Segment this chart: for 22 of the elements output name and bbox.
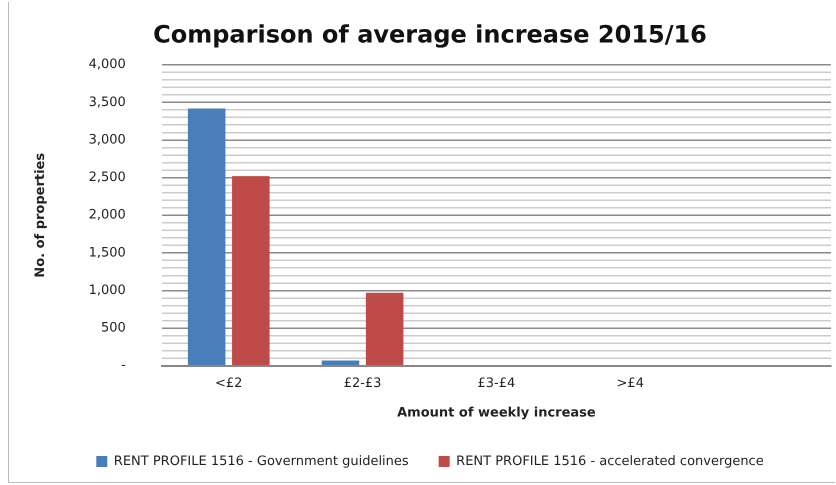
y-tick-label: 500 [100, 320, 126, 336]
y-tick-label: 1,000 [88, 282, 126, 298]
y-tick-label: - [121, 358, 126, 374]
bar [366, 292, 404, 366]
y-tick-label: 3,000 [88, 132, 126, 148]
bar [232, 176, 270, 366]
bar [188, 108, 226, 366]
y-tick-label: 2,500 [88, 170, 126, 186]
y-tick-label: 4,000 [88, 57, 126, 72]
y-tick-label: 3,500 [88, 94, 126, 110]
legend-label: RENT PROFILE 1516 - Government guidelines [114, 454, 409, 469]
x-tick-label: >£4 [616, 376, 644, 391]
x-tick-label: <£2 [215, 376, 242, 391]
legend-label: RENT PROFILE 1516 - accelerated convergence [456, 454, 764, 469]
y-tick-label: 2,000 [88, 208, 126, 223]
x-axis-title: Amount of weekly increase [397, 406, 596, 421]
x-tick-label: £3-£4 [478, 376, 516, 391]
x-tick-label: £2-£3 [344, 376, 382, 391]
bar [322, 360, 360, 366]
y-tick-label: 1,500 [88, 245, 126, 260]
y-axis-title: No. of properties [33, 152, 48, 278]
chart-title: Comparison of average increase 2015/16 [153, 20, 707, 49]
